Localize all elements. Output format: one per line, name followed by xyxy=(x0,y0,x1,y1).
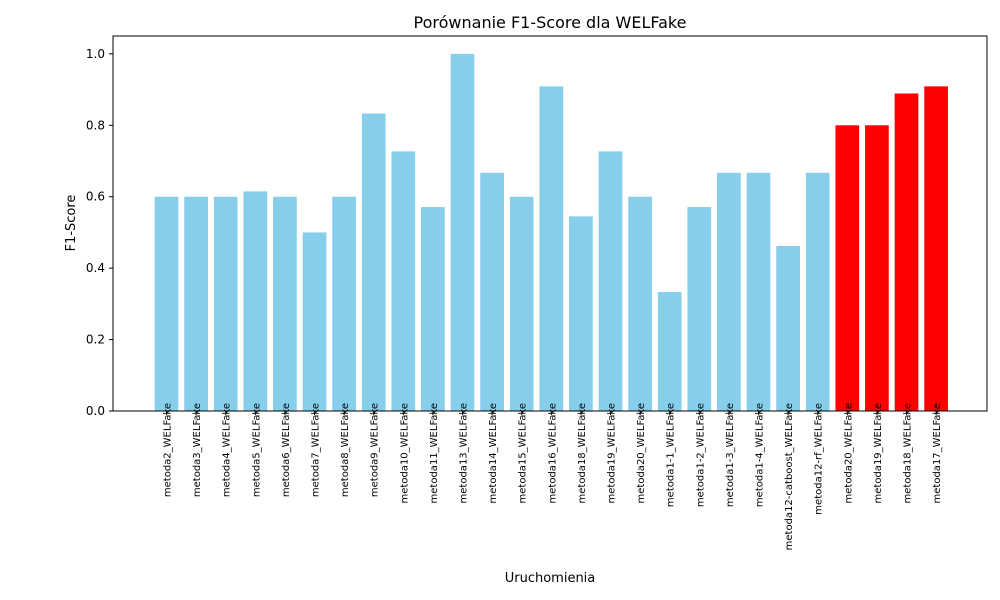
bar-metoda6_WELFake xyxy=(273,196,297,411)
x-tick-label: metoda18_WELFake xyxy=(577,403,588,503)
bar-metoda1-4_WELFake xyxy=(746,172,771,411)
bar-metoda20_WELFake xyxy=(628,196,652,411)
x-tick-label: metoda19_WELFake xyxy=(873,403,884,503)
x-tick-label: metoda16_WELFake xyxy=(547,403,558,503)
bar-metoda9_WELFake xyxy=(361,113,386,411)
y-tick-label: 0.2 xyxy=(86,333,105,347)
y-tick-label: 0.4 xyxy=(86,261,105,275)
x-tick-label: metoda2_WELFake xyxy=(163,403,174,497)
x-tick-label: metoda12-catboost_WELFake xyxy=(784,403,795,550)
bar-metoda14_WELFake xyxy=(480,172,504,411)
x-tick-label: metoda7_WELFake xyxy=(311,403,322,497)
y-axis: 0.0 0.2 0.4 0.6 0.8 1.0 xyxy=(86,47,113,418)
bar-metoda1-3_WELFake xyxy=(717,172,741,411)
bar-metoda2_WELFake xyxy=(154,196,179,411)
y-tick-label: 0.0 xyxy=(86,404,105,418)
bar-metoda18_WELFake xyxy=(569,216,593,411)
x-tick-label: metoda12-rf_WELFake xyxy=(814,403,825,515)
bar-metoda12-rf_WELFake xyxy=(805,172,830,411)
x-axis-label: Uruchomienia xyxy=(505,571,596,586)
bars-group xyxy=(154,53,948,412)
bar-metoda15_WELFake xyxy=(509,196,534,411)
x-tick-label: metoda20_WELFake xyxy=(843,403,854,503)
x-tick-label: metoda1-1_WELFake xyxy=(666,403,677,507)
bar-metoda1-2_WELFake xyxy=(687,207,712,411)
x-tick-label: metoda9_WELFake xyxy=(370,403,381,497)
x-tick-label: metoda13_WELFake xyxy=(459,403,470,503)
x-tick-label: metoda14_WELFake xyxy=(488,403,499,503)
bar-metoda1-1_WELFake xyxy=(657,292,682,411)
x-tick-label: metoda15_WELFake xyxy=(518,403,529,503)
x-tick-label: metoda19_WELFake xyxy=(607,403,618,503)
x-tick-label: metoda5_WELFake xyxy=(251,403,262,497)
x-tick-label: metoda1-4_WELFake xyxy=(755,403,766,507)
plot-frame xyxy=(112,35,988,412)
bar-metoda10_WELFake xyxy=(391,151,416,412)
x-tick-label: metoda6_WELFake xyxy=(281,403,292,497)
x-tick-label: metoda8_WELFake xyxy=(340,403,351,497)
bar-metoda5_WELFake xyxy=(243,191,268,411)
x-tick-label: metoda3_WELFake xyxy=(192,403,203,497)
x-tick-label: metoda20_WELFake xyxy=(636,403,647,503)
bar-metoda11_WELFake xyxy=(421,207,445,411)
x-tick-label: metoda1-3_WELFake xyxy=(725,403,736,507)
x-tick-label: metoda4_WELFake xyxy=(222,403,233,497)
bar-metoda8_WELFake xyxy=(332,196,356,411)
bar-metoda7_WELFake xyxy=(302,232,327,411)
bar-metoda12-catboost_WELFake xyxy=(776,246,800,411)
chart-title: Porównanie F1-Score dla WELFake xyxy=(414,13,687,32)
y-tick-label: 0.6 xyxy=(86,190,105,204)
x-tick-label: metoda11_WELFake xyxy=(429,403,440,503)
x-tick-label: metoda17_WELFake xyxy=(932,403,943,503)
bar-metoda20_WELFake xyxy=(835,125,860,411)
x-tick-label: metoda18_WELFake xyxy=(903,403,914,503)
bar-metoda13_WELFake xyxy=(450,53,475,412)
bar-metoda3_WELFake xyxy=(184,196,208,411)
y-tick-label: 0.8 xyxy=(86,118,105,132)
x-axis: metoda2_WELFake metoda3_WELFake metoda4_WE… xyxy=(163,403,944,550)
bar-metoda4_WELFake xyxy=(213,196,238,411)
bar-metoda19_WELFake xyxy=(865,125,889,411)
bar-metoda18_WELFake xyxy=(894,93,919,411)
y-tick-label: 1.0 xyxy=(86,47,105,61)
bar-metoda17_WELFake xyxy=(924,86,948,412)
x-tick-label: metoda10_WELFake xyxy=(399,403,410,503)
x-tick-label: metoda1-2_WELFake xyxy=(695,403,706,507)
bar-metoda19_WELFake xyxy=(598,151,623,412)
y-axis-label: F1-Score xyxy=(64,195,79,252)
bar-metoda16_WELFake xyxy=(539,86,564,412)
